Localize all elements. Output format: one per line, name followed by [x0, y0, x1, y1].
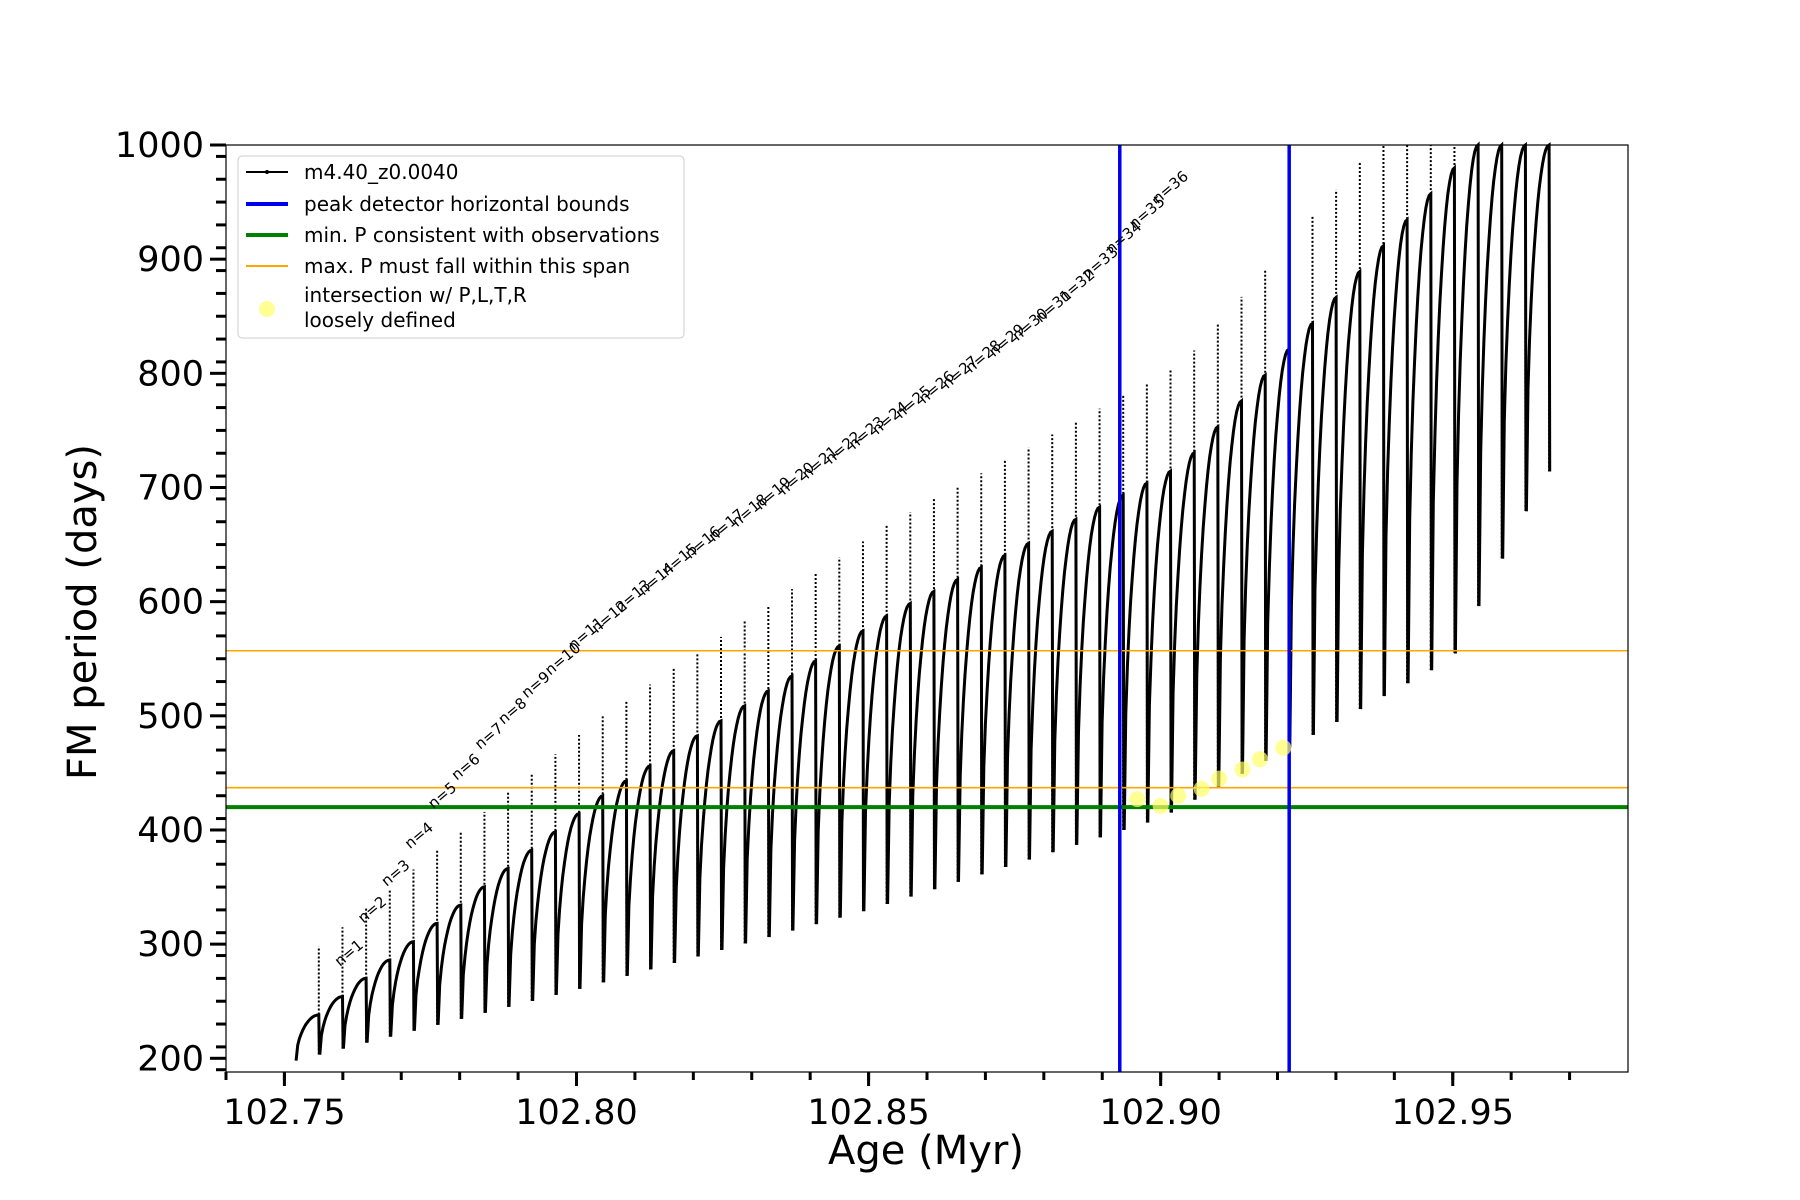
y-axis: 200 300 400 500 600 700 800 900 1000 — [115, 126, 226, 1079]
period-curve-cycle — [838, 628, 865, 918]
period-curve-cycle — [483, 866, 511, 1013]
mode-label: n=36 — [1149, 167, 1192, 207]
x-tick-label: 102.95 — [1392, 1093, 1514, 1133]
y-axis-title: FM period (days) — [60, 444, 106, 780]
period-curve-cycle — [957, 564, 984, 882]
period-curve-cycle — [649, 748, 676, 970]
intersection-marker — [1211, 770, 1228, 787]
mode-label: n=1 — [331, 936, 367, 970]
period-curve-cycle — [791, 658, 818, 931]
period-curve-cycle — [696, 718, 724, 957]
intersection-marker — [1193, 780, 1210, 797]
period-curve-cycle — [1430, 164, 1457, 671]
period-curve-cycle — [744, 688, 771, 944]
intersection-marker — [1275, 739, 1292, 756]
period-curve-cycle — [1335, 268, 1362, 723]
period-curve-cycle — [554, 811, 582, 995]
x-tick-label: 102.80 — [515, 1093, 637, 1133]
legend-label: peak detector horizontal bounds — [304, 192, 630, 216]
period-curve-cycle — [1406, 190, 1433, 684]
period-curve-cycle — [767, 673, 795, 938]
x-tick-label: 102.85 — [807, 1093, 929, 1133]
period-curve-cycle — [1288, 320, 1315, 748]
period-curve-cycle — [1004, 540, 1031, 868]
period-curve-cycle — [1382, 216, 1410, 697]
y-tick-label: 1000 — [115, 126, 204, 166]
y-tick-label: 600 — [137, 583, 204, 623]
y-tick-label: 900 — [137, 240, 204, 280]
y-tick-label: 500 — [137, 697, 204, 737]
period-curve-cycle — [1122, 480, 1149, 831]
period-curve-cycle — [862, 613, 889, 912]
reference-lines — [226, 145, 1628, 1072]
period-curve-cycle — [389, 939, 416, 1037]
period-curve-cycle — [602, 778, 629, 983]
y-tick-label: 400 — [137, 811, 204, 851]
period-curve-cycle — [365, 958, 392, 1043]
period-curve-cycle — [1028, 528, 1055, 860]
period-curve-cycle — [1051, 516, 1078, 853]
y-tick-label: 200 — [137, 1039, 204, 1079]
legend-label: loosely defined — [304, 308, 456, 332]
period-curve-cycle — [1359, 242, 1386, 710]
period-curve-cycle — [673, 733, 700, 964]
x-axis-title: Age (Myr) — [828, 1128, 1024, 1174]
legend-label: intersection w/ P,L,T,R — [304, 283, 527, 307]
period-curve-cycle — [1193, 423, 1220, 800]
period-curve-cycle — [1477, 141, 1504, 607]
period-curve-cycle — [1264, 346, 1291, 761]
intersection-marker — [1251, 751, 1268, 768]
x-axis: 102.75 102.80 102.85 102.90 102.95 — [223, 1072, 1572, 1133]
mode-label: n=6 — [448, 750, 484, 784]
period-curves — [294, 141, 1552, 1061]
period-curve-cycle — [578, 793, 605, 989]
legend-swatch-dot — [265, 170, 269, 174]
intersection-marker — [1129, 791, 1146, 808]
period-curve-cycle — [720, 703, 747, 951]
period-curve-cycle — [1524, 142, 1552, 512]
period-curve-cycle — [886, 600, 913, 905]
intersection-marker — [1234, 761, 1251, 778]
period-curve-cycle — [531, 829, 558, 1001]
period-curve-cycle — [933, 576, 960, 890]
legend-label: max. P must fall within this span — [304, 254, 630, 278]
period-curve-cycle — [294, 1013, 321, 1061]
x-tick-label: 102.90 — [1099, 1093, 1221, 1133]
period-curve-cycle — [1453, 141, 1481, 654]
period-curve-cycle — [625, 763, 653, 976]
intersection-marker — [1152, 798, 1169, 815]
period-curve-cycle — [412, 921, 440, 1031]
x-tick-label: 102.75 — [223, 1093, 345, 1133]
y-tick-label: 800 — [137, 354, 204, 394]
period-curve-cycle — [1146, 468, 1173, 823]
legend-label: m4.40_z0.0040 — [304, 160, 459, 184]
period-curve-cycle — [436, 903, 463, 1025]
period-curve-cycle — [815, 643, 842, 925]
mode-label: n=2 — [354, 893, 390, 927]
mode-label: n=8 — [494, 694, 530, 728]
period-curve-cycle — [1311, 294, 1339, 736]
period-curve-cycle — [460, 884, 487, 1019]
intersection-markers — [1129, 739, 1292, 815]
period-curve-cycle — [507, 848, 534, 1007]
period-curve-cycle — [1170, 449, 1197, 813]
legend-box — [237, 155, 685, 339]
period-curve-cycle — [1075, 504, 1102, 845]
mode-label: n=3 — [378, 856, 414, 890]
legend-label: min. P consistent with observations — [304, 223, 660, 247]
period-curve-cycle — [980, 552, 1007, 875]
intersection-marker — [1170, 787, 1187, 804]
period-curve-cycle — [1217, 397, 1244, 787]
period-curve-cycle — [318, 994, 345, 1055]
period-curve-cycle — [341, 976, 369, 1049]
period-curve-cycle — [909, 588, 936, 897]
y-tick-label: 700 — [137, 468, 204, 508]
period-curve-cycle — [1241, 372, 1268, 774]
legend-marker — [259, 301, 275, 317]
mode-label: n=4 — [401, 818, 437, 852]
period-curve-cycle — [1501, 141, 1528, 559]
y-tick-label: 300 — [137, 925, 204, 965]
